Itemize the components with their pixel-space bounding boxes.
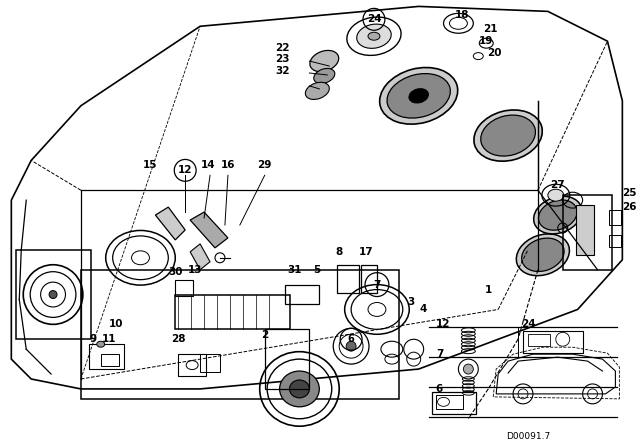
Bar	[265, 329, 309, 389]
Text: 22: 22	[275, 43, 289, 53]
Ellipse shape	[368, 32, 380, 40]
Text: 24: 24	[367, 14, 381, 24]
Text: 19: 19	[479, 36, 493, 46]
Text: 5: 5	[313, 265, 320, 275]
Text: 9: 9	[89, 334, 97, 344]
Text: 3: 3	[407, 297, 414, 307]
Text: 25: 25	[622, 188, 637, 198]
Ellipse shape	[481, 115, 536, 156]
Ellipse shape	[305, 82, 330, 99]
Ellipse shape	[280, 371, 319, 407]
Ellipse shape	[538, 200, 577, 230]
Text: 7: 7	[436, 349, 444, 359]
Bar	[337, 265, 359, 293]
Bar	[16, 250, 91, 339]
Text: 8: 8	[335, 247, 343, 257]
Bar	[431, 392, 476, 414]
Circle shape	[463, 364, 474, 374]
Polygon shape	[190, 212, 228, 248]
Text: 12: 12	[178, 165, 193, 175]
Bar	[523, 332, 582, 353]
Text: 18: 18	[455, 10, 470, 20]
Bar	[175, 280, 193, 296]
Ellipse shape	[97, 341, 105, 347]
Text: 28: 28	[171, 334, 186, 344]
Bar	[609, 235, 621, 247]
Ellipse shape	[516, 234, 570, 276]
Text: 4: 4	[420, 305, 428, 314]
Text: 1: 1	[484, 284, 492, 295]
Text: 11: 11	[102, 334, 116, 344]
Ellipse shape	[548, 189, 564, 201]
Bar	[528, 334, 550, 346]
Text: 16: 16	[221, 160, 235, 170]
Ellipse shape	[310, 51, 339, 72]
Ellipse shape	[534, 196, 582, 234]
Ellipse shape	[387, 73, 451, 118]
Circle shape	[346, 341, 356, 351]
Text: 12: 12	[436, 319, 451, 329]
Text: 13: 13	[188, 265, 202, 275]
Text: 31: 31	[287, 265, 301, 275]
Bar	[81, 270, 399, 399]
Text: 6: 6	[348, 334, 355, 344]
Bar	[200, 354, 220, 372]
Text: 23: 23	[275, 54, 289, 64]
Text: 30: 30	[168, 267, 182, 277]
Bar	[361, 265, 377, 293]
Text: 15: 15	[143, 160, 157, 170]
Text: 27: 27	[550, 180, 565, 190]
Ellipse shape	[522, 238, 564, 271]
Text: 14: 14	[201, 160, 215, 170]
Bar	[179, 354, 206, 376]
Bar	[175, 294, 289, 329]
Ellipse shape	[474, 110, 542, 161]
Text: 24: 24	[521, 319, 535, 329]
Text: 6: 6	[435, 384, 442, 394]
Text: 10: 10	[108, 319, 123, 329]
Ellipse shape	[356, 24, 391, 48]
Text: 32: 32	[275, 66, 289, 76]
Text: 21: 21	[483, 24, 497, 34]
Text: 17: 17	[358, 247, 373, 257]
Ellipse shape	[314, 69, 335, 83]
Polygon shape	[156, 207, 185, 240]
Ellipse shape	[380, 68, 458, 124]
Text: 20: 20	[487, 48, 501, 58]
Ellipse shape	[409, 89, 428, 103]
Bar	[609, 210, 621, 225]
Bar	[89, 344, 124, 369]
Text: 26: 26	[622, 202, 637, 212]
Bar	[575, 205, 593, 255]
Bar	[285, 284, 319, 305]
Bar	[436, 395, 463, 409]
Bar	[100, 354, 118, 366]
Text: 29: 29	[257, 160, 272, 170]
Ellipse shape	[289, 380, 309, 398]
Text: 2: 2	[261, 330, 268, 340]
Bar	[563, 195, 612, 270]
Polygon shape	[190, 244, 210, 270]
Text: D00091.7: D00091.7	[506, 432, 550, 441]
Text: 7: 7	[373, 280, 381, 289]
Ellipse shape	[49, 291, 57, 298]
